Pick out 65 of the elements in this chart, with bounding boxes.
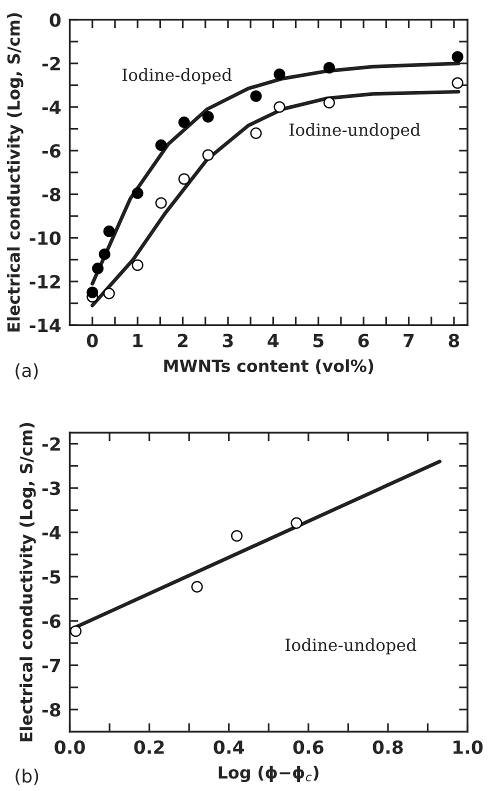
text: (a) (16, 363, 38, 380)
y-tick-label: -8 (42, 702, 60, 717)
point (274, 101, 286, 113)
x-tick-label: 1.0 (454, 740, 483, 754)
point (323, 62, 335, 74)
point (323, 96, 335, 108)
x-tick-label: 6 (358, 334, 369, 348)
y-tick-label: -6 (42, 144, 60, 158)
x-tick-label: 1 (133, 334, 143, 348)
annotation: Iodine-doped (122, 68, 232, 84)
y-tick-label: -5 (42, 570, 60, 584)
point (250, 127, 262, 139)
point (132, 259, 144, 271)
point (103, 288, 115, 300)
point (178, 116, 190, 128)
point (452, 77, 464, 89)
x-tick-label: 0.2 (134, 740, 164, 754)
y-tick-label: -14 (30, 318, 61, 332)
x-tick-label: 2 (178, 334, 188, 348)
annotation: Iodine-undoped (285, 638, 416, 654)
x-tick-label: 7 (404, 334, 414, 348)
y-tick-label: -4 (42, 100, 61, 114)
point (86, 286, 98, 298)
x-axis-title: MWNTs content (vol%) (164, 359, 374, 374)
x-tick-label: 3 (222, 334, 233, 348)
y-axis-title: Electrical conductivity (Log, S/cm) (20, 422, 36, 742)
point (274, 68, 286, 80)
point (191, 581, 203, 593)
point (103, 226, 115, 238)
point (202, 111, 214, 123)
x-tick-label: 5 (313, 334, 324, 348)
x-tick-label: 8 (448, 334, 460, 348)
point (250, 90, 262, 102)
y-tick-label: -12 (30, 274, 60, 288)
y-tick-label: -8 (42, 188, 60, 202)
x-tick-label: 0.4 (214, 740, 244, 754)
y-tick-label: -3 (42, 482, 60, 496)
y-tick-label: -4 (42, 526, 61, 540)
y-tick-label: -2 (42, 56, 60, 70)
y-tick-label: -7 (42, 658, 60, 672)
point (155, 139, 167, 151)
x-tick-label: 0.6 (293, 740, 324, 754)
x-tick-label: 0.8 (372, 740, 403, 754)
x-axis-title: Log (ϕ−ϕ$_{c}$) (218, 766, 318, 782)
point (231, 530, 243, 542)
text: (b) (16, 768, 38, 785)
x-tick-label: 0.0 (54, 740, 85, 754)
y-tick-label: -2 (42, 437, 60, 451)
point (70, 625, 82, 637)
point (202, 149, 214, 161)
point (178, 173, 190, 185)
point (132, 187, 144, 199)
point (155, 197, 167, 209)
line-series (90, 90, 460, 308)
annotation: Iodine-undoped (289, 123, 420, 140)
point (290, 517, 302, 529)
x-tick-label: 4 (268, 334, 279, 348)
y-tick-label: 0 (50, 13, 61, 27)
point (98, 248, 110, 260)
y-tick-label: -6 (42, 614, 60, 628)
x-tick-label: 0 (86, 334, 98, 348)
point (92, 262, 104, 274)
point (452, 51, 464, 63)
y-axis-title: Electrical conductivity (Log, S/cm) (7, 13, 24, 332)
y-tick-label: -10 (30, 231, 61, 245)
